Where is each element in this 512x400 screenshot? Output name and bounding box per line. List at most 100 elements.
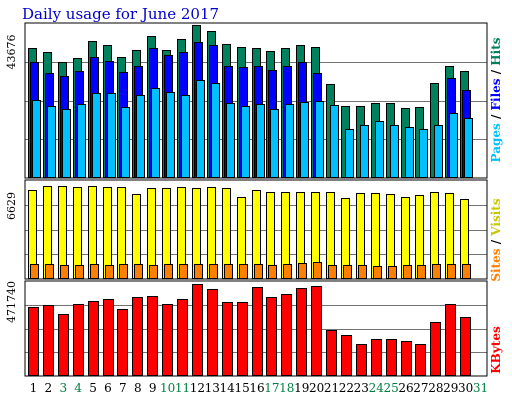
sites-bar-day-23 [358,265,367,279]
legend-separator: / [489,66,503,79]
legend-kbytes: KBytes [489,326,503,374]
sites-bar-day-13 [209,264,218,279]
pages-bar-day-2 [47,106,56,178]
x-tick-day-14: 14 [220,381,236,395]
legend-separator: / [489,236,503,249]
x-tick-day-20: 20 [309,381,324,395]
sites-bar-day-24 [373,266,382,279]
pages-bar-day-26 [405,127,414,178]
legend-panel-3: KBytes [489,326,503,374]
sites-bar-day-11 [179,264,188,279]
pages-bar-day-23 [360,125,369,178]
max-label-panel-3: 471740 [5,281,18,323]
pages-bar-day-24 [375,121,384,178]
kbytes-bar-day-21 [326,330,337,376]
kbytes-bar-day-13 [207,289,218,376]
kbytes-bar-day-14 [222,302,233,376]
sites-bar-day-27 [417,265,426,279]
sites-bar-day-25 [388,266,397,279]
sites-bar-day-28 [432,264,441,279]
pages-bar-day-20 [315,101,324,178]
sites-bar-day-2 [45,264,54,279]
pages-bar-day-1 [32,100,41,178]
x-tick-day-6: 6 [104,381,112,395]
kbytes-bar-day-7 [117,309,128,376]
x-tick-day-19: 19 [294,381,309,395]
legend-panel-1: Pages / Files / Hits [489,37,503,162]
sites-bar-day-1 [30,264,39,279]
sites-bar-day-5 [90,264,99,279]
x-tick-day-4: 4 [74,381,82,395]
x-tick-day-18: 18 [279,381,294,395]
x-tick-day-21: 21 [324,381,339,395]
pages-bar-day-11 [181,95,190,178]
pages-bar-day-9 [151,88,160,178]
pages-bar-day-7 [121,107,130,178]
sites-bar-day-3 [60,265,69,279]
x-tick-day-11: 11 [175,381,190,395]
x-tick-day-31: 31 [473,381,488,395]
pages-bar-day-3 [62,109,71,178]
x-tick-day-1: 1 [30,381,38,395]
pages-bar-day-21 [330,105,339,178]
pages-bar-day-8 [136,95,145,178]
visits-bar-day-6 [103,187,112,279]
pages-bar-day-30 [464,118,473,178]
x-tick-day-25: 25 [383,381,398,395]
legend-separator: / [489,110,503,123]
x-tick-day-29: 29 [443,381,458,395]
legend-pages: Pages [489,123,503,163]
pages-bar-day-19 [300,102,309,178]
sites-bar-day-10 [164,264,173,279]
pages-bar-day-22 [345,129,354,178]
pages-bar-day-13 [211,83,220,178]
x-tick-day-24: 24 [369,381,385,395]
kbytes-bar-day-12 [192,284,203,376]
kbytes-bar-day-5 [88,301,99,376]
sites-bar-day-14 [224,264,233,279]
x-tick-day-26: 26 [398,381,413,395]
x-tick-day-2: 2 [45,381,53,395]
x-tick-day-23: 23 [354,381,369,395]
x-tick-day-5: 5 [89,381,97,395]
kbytes-bar-day-23 [356,344,367,376]
x-tick-day-12: 12 [190,381,205,395]
sites-bar-day-22 [343,265,352,279]
legend-visits: Visits [489,198,503,237]
x-tick-day-8: 8 [134,381,142,395]
sites-bar-day-12 [194,264,203,279]
kbytes-bar-day-26 [401,341,412,376]
x-tick-day-7: 7 [119,381,127,395]
kbytes-bar-day-25 [386,339,397,376]
kbytes-bar-day-28 [430,322,441,376]
sites-bar-day-30 [462,264,471,279]
x-tick-day-30: 30 [458,381,473,395]
pages-bar-day-17 [270,109,279,178]
kbytes-bar-day-8 [132,297,143,376]
x-tick-day-15: 15 [234,381,249,395]
chart-title: Daily usage for June 2017 [22,5,220,23]
max-label-panel-2: 6629 [5,192,18,220]
pages-bar-day-12 [196,80,205,178]
x-tick-day-16: 16 [249,381,264,395]
pages-bar-day-5 [92,93,101,178]
kbytes-bar-day-20 [311,286,322,376]
kbytes-bar-day-3 [58,314,69,376]
max-label-panel-1: 43676 [5,35,18,70]
pages-bar-day-27 [419,129,428,178]
visits-bar-day-3 [58,186,67,279]
pages-bar-day-18 [285,104,294,178]
sites-bar-day-6 [105,265,114,279]
sites-bar-day-15 [239,264,248,279]
sites-bar-day-20 [313,262,322,279]
visits-bar-day-4 [73,187,82,279]
pages-bar-day-14 [226,103,235,178]
pages-bar-day-4 [77,104,86,178]
sites-bar-day-18 [283,264,292,279]
kbytes-bar-day-9 [147,296,158,376]
kbytes-bar-day-4 [73,304,84,376]
kbytes-bar-day-19 [296,288,307,376]
legend-panel-2: Sites / Visits [489,198,503,281]
